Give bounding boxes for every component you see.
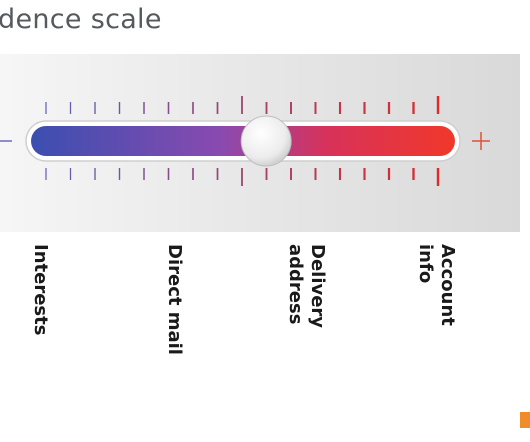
plus-sign-icon [472, 132, 490, 150]
slide-title: dence scale [0, 4, 162, 35]
label-account-info: Account info [415, 244, 458, 326]
ticks-top [45, 96, 440, 114]
corner-accent [520, 412, 530, 428]
label-direct-mail: Direct mail [164, 244, 185, 355]
label-interests: Interests [30, 244, 51, 336]
label-delivery-address: Delivery address [285, 244, 328, 329]
confidence-scale [0, 96, 490, 186]
ticks-bottom [45, 168, 440, 186]
slider-knob[interactable] [240, 115, 292, 167]
